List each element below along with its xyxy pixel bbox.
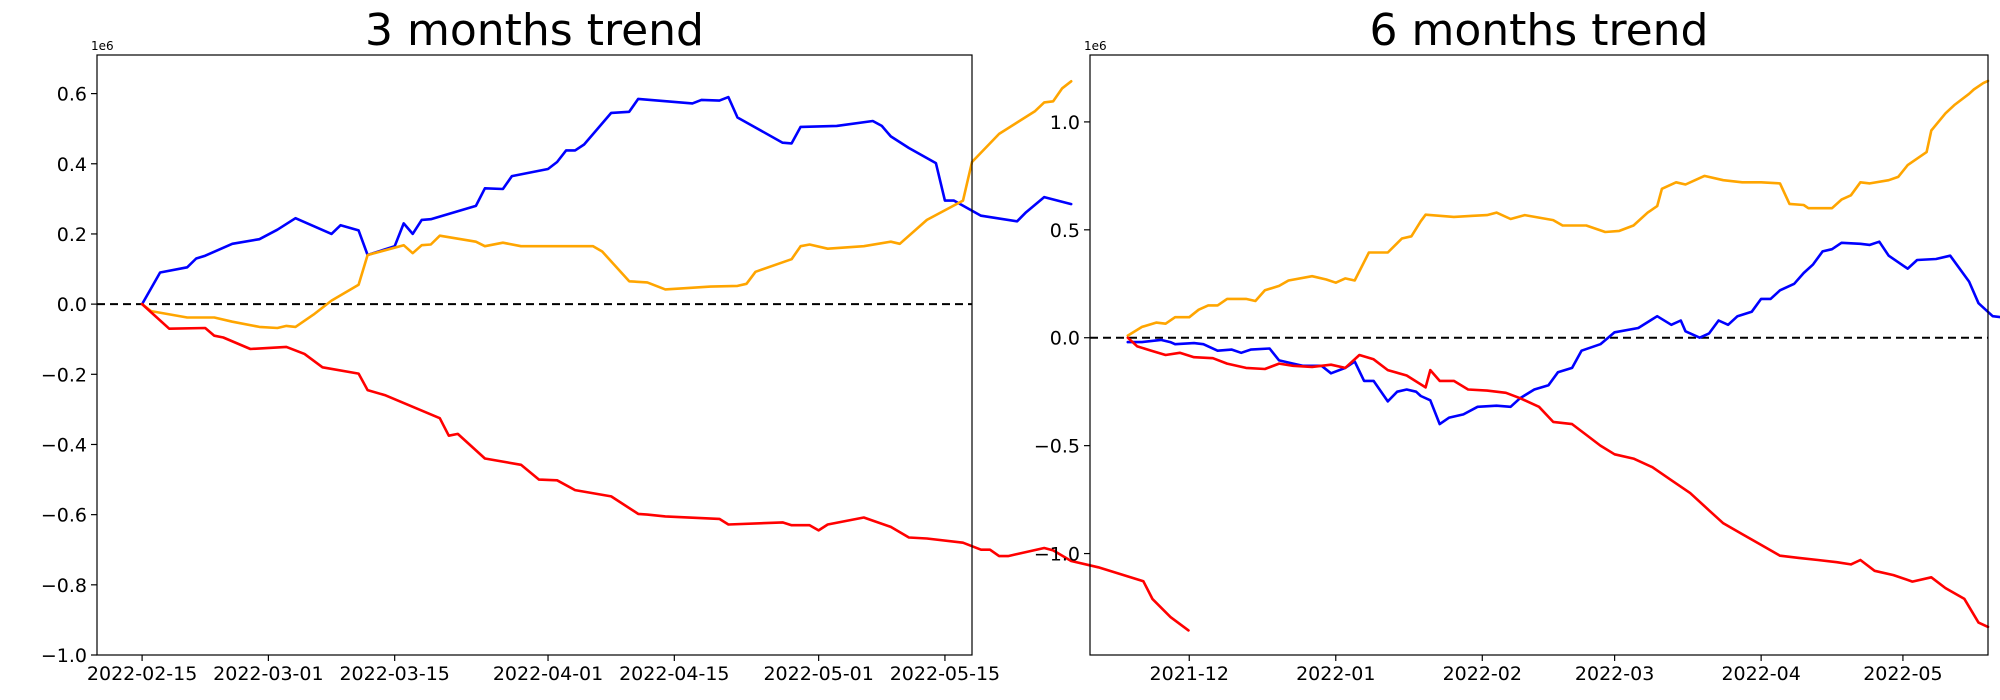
x-tick-label: 2022-05-01 [763, 663, 873, 685]
series-line-1 [140, 95, 1073, 306]
y-tick-label: −0.6 [41, 505, 87, 527]
series-line-1 [1126, 79, 1990, 337]
y-tick-label: 0.0 [57, 294, 87, 316]
x-tick-label: 2022-03-15 [339, 663, 449, 685]
x-tick-label: 2022-02 [1443, 663, 1522, 685]
plot-frame [96, 54, 973, 656]
series-line-3 [140, 302, 1190, 632]
y-tick-label: −1.0 [41, 645, 87, 667]
x-tick-label: 2022-01 [1296, 663, 1375, 685]
y-tick-label: −0.2 [41, 364, 87, 386]
y-tick-label: 0.0 [1050, 328, 1080, 350]
series-line-2 [140, 80, 1073, 330]
y-tick-label: 0.5 [1050, 220, 1080, 242]
x-tick-label: 2022-03 [1575, 663, 1654, 685]
y-tick-label: 1.0 [1050, 112, 1080, 134]
y-tick-label: −1.0 [1034, 544, 1080, 566]
x-tick-label: 2022-03-01 [213, 663, 323, 685]
x-tick-label: 2022-05 [1863, 663, 1942, 685]
series-line-3 [1126, 336, 1990, 629]
x-tick-label: 2022-04-15 [619, 663, 729, 685]
y-scale-label: 1e6 [91, 39, 114, 53]
chart-1: 3 months trend 1e6 2022-02-15 2022-03-01 202… [41, 5, 1190, 685]
y-tick-label: 0.6 [57, 84, 87, 106]
y-tick-label: −0.8 [41, 575, 87, 597]
y-tick-label: −0.5 [1034, 436, 1080, 458]
x-tick-label: 2022-05-15 [890, 663, 1000, 685]
chart-2: 6 months trend 1e6 2021-12 2022-01 2022-02 20… [1034, 5, 2000, 685]
y-tick-label: −0.4 [41, 434, 87, 456]
x-tick-label: 2021-12 [1150, 663, 1229, 685]
y-tick-label: 0.4 [57, 154, 87, 176]
x-tick-label: 2022-02-15 [87, 663, 197, 685]
y-tick-label: 0.2 [57, 224, 87, 246]
series-line-2 [1126, 240, 2000, 426]
chart-title: 3 months trend [365, 5, 704, 56]
chart-title: 6 months trend [1370, 5, 1709, 56]
plot-frame [1089, 54, 1989, 656]
x-tick-label: 2022-04 [1721, 663, 1800, 685]
x-tick-label: 2022-04-01 [493, 663, 603, 685]
y-scale-label: 1e6 [1084, 39, 1107, 53]
